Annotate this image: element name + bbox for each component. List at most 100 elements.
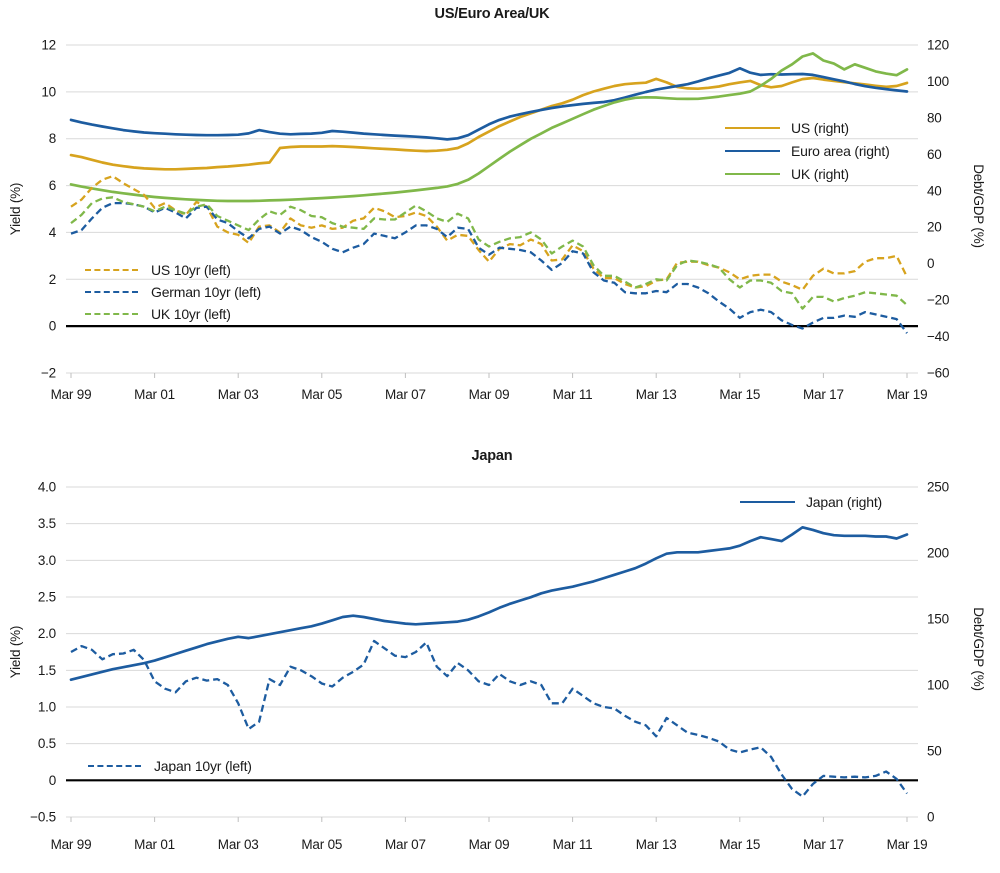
right-axis-tick-label: 250 [927,480,949,495]
series-line-japan-right [69,525,909,682]
left-axis-tick-label: −2 [41,366,56,381]
legend-item-us-10yr: US 10yr (left) [85,259,261,281]
x-axis-tick-label: Mar 19 [887,837,928,852]
x-axis-tick-label: Mar 05 [301,837,342,852]
legend-label: US (right) [791,119,849,136]
uk-10yr-swatch [85,313,138,315]
left-axis-tick-label: 6 [49,178,56,193]
japan-dashed-legend: Japan 10yr (left) [88,755,252,777]
right-axis-tick-label: 150 [927,612,949,627]
x-axis-tick-label: Mar 09 [469,837,510,852]
top-chart-title: US/Euro Area/UK [434,6,550,22]
left-axis-tick-label: 12 [41,38,56,53]
right-axis-tick-label: 100 [927,74,949,89]
x-axis-tick-label: Mar 17 [803,387,844,402]
right-axis-tick-label: 120 [927,38,949,53]
legend-item-japan-10yr: Japan 10yr (left) [88,755,252,777]
right-axis-tick-label: 100 [927,678,949,693]
right-axis-tick-label: 50 [927,744,942,759]
left-axis-tick-label: 3.5 [38,516,56,531]
x-axis-tick-label: Mar 07 [385,837,426,852]
top-left-axis-title: Yield (%) [8,182,23,236]
left-axis-tick-label: 10 [41,84,56,99]
x-axis-tick-label: Mar 15 [719,387,760,402]
series-line-uk-right [69,52,909,203]
series-line-us-10yr-left [70,175,909,291]
x-axis-tick-label: Mar 11 [553,387,593,402]
japan-line-swatch [740,501,795,503]
legend-label: Euro area (right) [791,142,890,159]
right-axis-tick-label: 20 [927,220,942,235]
left-axis-tick-label: 2.5 [38,590,56,605]
left-axis-tick-label: 8 [49,131,56,146]
x-axis-tick-label: Mar 19 [887,387,928,402]
series-line-euro-area-right [69,66,909,141]
japan-10yr-swatch [88,765,141,767]
series-line-japan-10yr-left [70,639,908,798]
legend-item-uk-right: UK (right) [725,162,890,185]
bottom-chart-title: Japan [471,448,513,464]
legend-item-german-10yr: German 10yr (left) [85,281,261,303]
series-line-uk-10yr-left [70,196,908,310]
right-axis-tick-label: 40 [927,183,942,198]
x-axis-tick-label: Mar 99 [51,837,92,852]
legend-item-uk-10yr: UK 10yr (left) [85,303,261,325]
left-axis-tick-label: 3.0 [38,553,56,568]
left-axis-tick-label: 0 [49,319,56,334]
legend-label: UK (right) [791,165,849,182]
right-axis-tick-label: 60 [927,147,942,162]
left-axis-tick-label: 1.0 [38,700,56,715]
x-axis-tick-label: Mar 99 [51,387,92,402]
legend-label: US 10yr (left) [151,262,231,278]
left-axis-tick-label: −0.5 [30,810,56,825]
japan-solid-legend: Japan (right) [740,491,882,513]
x-axis-tick-label: Mar 15 [719,837,760,852]
right-axis-tick-label: −60 [927,366,949,381]
left-axis-tick-label: 0.5 [38,736,56,751]
left-axis-tick-label: 4 [49,225,57,240]
german-10yr-swatch [85,291,138,293]
bottom-right-axis-title: Debt/GDP (%) [971,607,986,691]
right-axis-tick-label: −20 [927,293,949,308]
uk-line-swatch [725,172,780,175]
x-axis-tick-label: Mar 01 [134,387,175,402]
us-line-swatch [725,126,780,129]
series-line-us-right [69,76,909,171]
right-axis-tick-label: 80 [927,110,942,125]
right-axis-tick-label: −40 [927,329,949,344]
x-axis-tick-label: Mar 07 [385,387,426,402]
left-axis-tick-label: 2.0 [38,626,56,641]
legend-label: Japan (right) [806,494,882,510]
top-dashed-legend: US 10yr (left) German 10yr (left) UK 10y… [85,259,261,325]
euro-line-swatch [725,149,780,152]
bottom-left-axis-title: Yield (%) [8,625,23,679]
x-axis-tick-label: Mar 03 [218,387,259,402]
x-axis-tick-label: Mar 05 [301,387,342,402]
x-axis-tick-label: Mar 13 [636,387,677,402]
x-axis-tick-label: Mar 03 [218,837,259,852]
x-axis-tick-label: Mar 09 [469,387,510,402]
legend-item-us-right: US (right) [725,116,890,139]
legend-label: Japan 10yr (left) [154,758,252,774]
x-axis-tick-label: Mar 01 [134,837,175,852]
x-axis-tick-label: Mar 13 [636,837,677,852]
top-solid-legend: US (right) Euro area (right) UK (right) [725,116,890,185]
x-axis-tick-label: Mar 11 [553,837,593,852]
right-axis-tick-label: 0 [927,810,934,825]
left-axis-tick-label: 2 [49,272,56,287]
us-10yr-swatch [85,269,138,271]
top-right-axis-title: Debt/GDP (%) [971,164,986,248]
series-line-german-10yr-left [70,201,908,334]
left-axis-tick-label: 4.0 [38,480,56,495]
left-axis-tick-label: 0 [49,773,56,788]
x-axis-tick-label: Mar 17 [803,837,844,852]
left-axis-tick-label: 1.5 [38,663,56,678]
legend-item-japan-right: Japan (right) [740,491,882,513]
legend-label: UK 10yr (left) [151,306,231,322]
right-axis-tick-label: 200 [927,546,949,561]
legend-item-euro-right: Euro area (right) [725,139,890,162]
right-axis-tick-label: 0 [927,256,934,271]
legend-label: German 10yr (left) [151,284,261,300]
